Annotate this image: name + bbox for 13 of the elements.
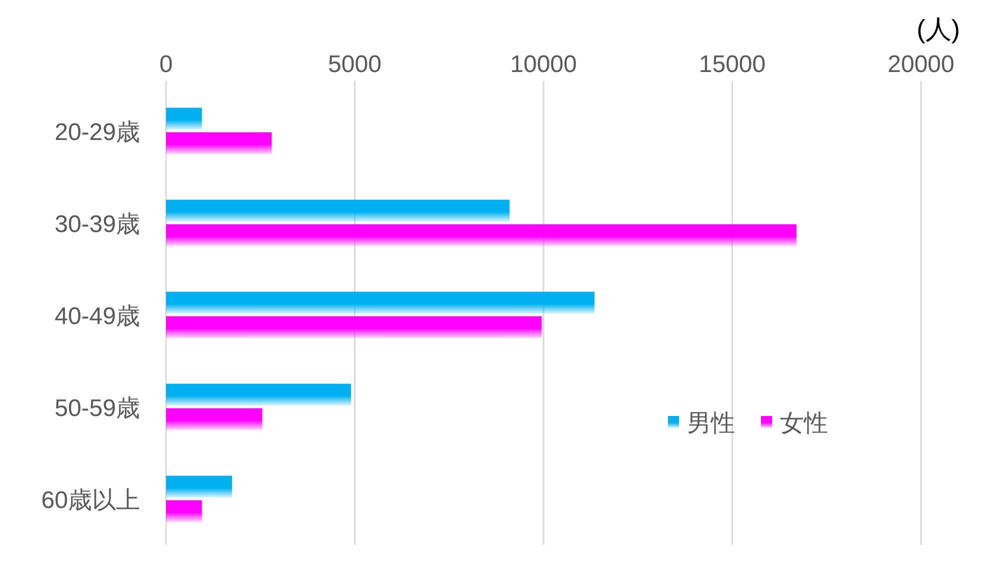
legend-label: 女性 <box>780 410 828 437</box>
x-tick-label: 20000 <box>888 51 954 78</box>
x-axis-title: (人) <box>916 14 960 44</box>
y-tick-label: 50-59歳 <box>54 395 140 422</box>
y-tick-label: 30-39歳 <box>54 211 140 238</box>
y-tick-label: 60歳以上 <box>41 487 140 514</box>
y-tick-label: 40-49歳 <box>54 303 140 330</box>
x-tick-label: 10000 <box>510 51 577 78</box>
x-tick-label: 0 <box>159 51 173 78</box>
y-tick-label: 20-29歳 <box>54 119 140 146</box>
x-tick-label: 15000 <box>698 51 766 78</box>
x-tick-label: 5000 <box>328 51 382 78</box>
legend-label: 男性 <box>687 410 735 437</box>
